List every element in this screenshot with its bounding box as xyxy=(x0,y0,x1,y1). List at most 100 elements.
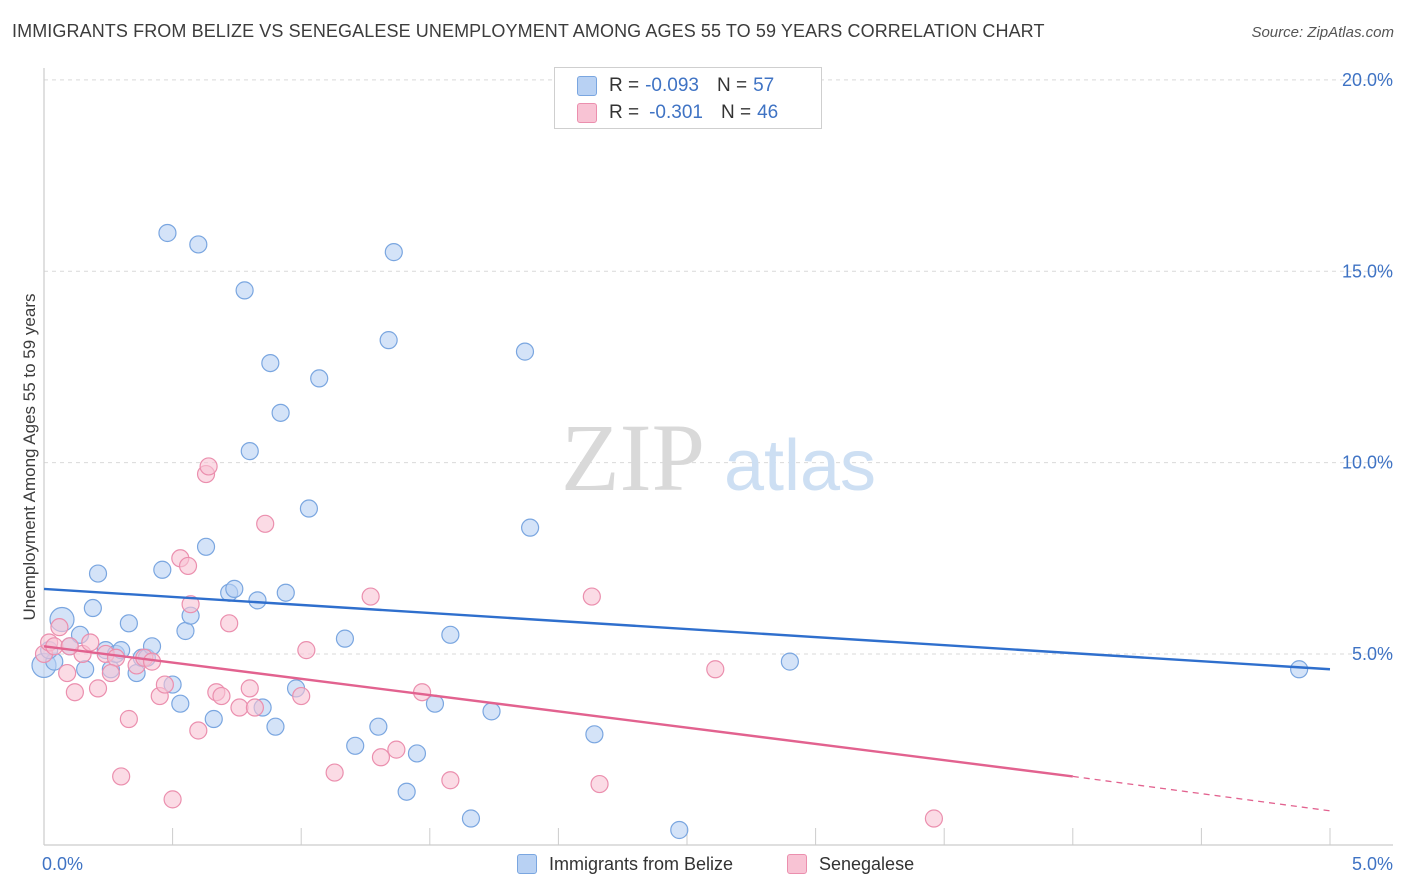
belize-point xyxy=(88,564,108,583)
legend-n-label: N = xyxy=(720,102,752,123)
belize-point xyxy=(346,736,365,755)
points-layer xyxy=(31,223,1309,840)
senegalese-point xyxy=(256,514,275,533)
y-tick-label: 10.0% xyxy=(1342,453,1393,473)
belize-trend-line xyxy=(43,587,1331,671)
belize-point xyxy=(407,744,427,763)
senegalese-point xyxy=(50,618,69,637)
senegalese-point xyxy=(371,748,391,767)
legend-row-belize: R = -0.093 N = 57 xyxy=(577,74,774,98)
belize-point xyxy=(271,403,290,422)
belize-point xyxy=(158,223,177,243)
belize-point xyxy=(397,782,416,801)
grid-layer xyxy=(44,79,1393,655)
senegalese-point xyxy=(65,683,84,702)
belize-point xyxy=(585,725,604,744)
belize-point xyxy=(176,621,195,641)
belize-point xyxy=(196,537,216,556)
senegalese-point xyxy=(178,556,198,576)
y-tick-label: 20.0% xyxy=(1342,70,1393,90)
belize-point xyxy=(441,625,460,644)
belize-point xyxy=(276,583,295,602)
legend-n-value: 57 xyxy=(753,75,775,96)
senegalese-point xyxy=(240,679,259,698)
belize-point xyxy=(119,614,138,633)
senegalese-point xyxy=(230,698,249,717)
senegalese-point xyxy=(325,763,344,782)
tick-label-layer: 5.0% 10.0% 15.0% 20.0% 0.0% 5.0% xyxy=(42,70,1393,874)
senegalese-point xyxy=(112,767,131,786)
bottom-legend-label-senegalese: Senegalese xyxy=(819,853,915,874)
belize-point xyxy=(379,331,398,350)
senegalese-trend-line xyxy=(43,645,1073,778)
belize-point xyxy=(261,353,280,373)
senegalese-point xyxy=(582,587,601,606)
senegalese-point xyxy=(81,633,100,652)
belize-point xyxy=(1290,660,1309,679)
source-credit: Source: ZipAtlas.com xyxy=(1251,24,1394,41)
senegalese-point xyxy=(155,675,174,694)
belize-point xyxy=(670,820,689,840)
legend-r-label: R = xyxy=(609,75,640,96)
x-tick-label-min: 0.0% xyxy=(42,854,83,874)
senegalese-point xyxy=(163,790,182,809)
bottom-legend-swatch-senegalese xyxy=(787,854,807,874)
senegalese-trend-extension xyxy=(1072,775,1331,812)
legend-row-senegalese: R = -0.301 N = 46 xyxy=(577,101,778,125)
watermark: ZIP atlas xyxy=(561,404,876,511)
senegalese-point xyxy=(297,641,316,660)
legend-n-label: N = xyxy=(716,75,748,96)
senegalese-point xyxy=(245,698,265,717)
y-axis-label: Unemployment Among Ages 55 to 59 years xyxy=(20,293,39,621)
senegalese-point xyxy=(292,686,311,706)
senegalese-point xyxy=(924,809,944,828)
trend-layer xyxy=(43,587,1331,812)
chart-title: IMMIGRANTS FROM BELIZE VS SENEGALESE UNE… xyxy=(12,21,1045,41)
belize-point xyxy=(482,702,501,721)
senegalese-point xyxy=(101,663,120,683)
legend-swatch-belize xyxy=(577,76,597,96)
senegalese-point xyxy=(58,663,77,683)
bottom-legend-label-belize: Immigrants from Belize xyxy=(549,853,734,874)
watermark-zip: ZIP xyxy=(561,404,705,511)
bottom-legend-senegalese: Senegalese xyxy=(787,852,914,876)
belize-point xyxy=(369,717,388,736)
y-tick-label: 5.0% xyxy=(1352,644,1393,664)
belize-point xyxy=(189,235,208,254)
belize-point xyxy=(76,660,95,679)
bottom-legend-swatch-belize xyxy=(517,854,537,874)
belize-point xyxy=(310,369,329,388)
legend-r-label: R = xyxy=(609,102,640,123)
belize-point xyxy=(240,442,259,461)
correlation-legend: R = -0.093 N = 57 R = -0.301 N = 46 xyxy=(554,67,822,129)
senegalese-point xyxy=(590,774,609,794)
senegalese-point xyxy=(387,740,406,759)
senegalese-point xyxy=(441,771,460,790)
senegalese-point xyxy=(212,686,231,706)
belize-point xyxy=(83,598,102,618)
y-tick-label: 15.0% xyxy=(1342,261,1393,281)
watermark-atlas: atlas xyxy=(724,426,876,506)
legend-r-value: -0.301 xyxy=(649,102,703,123)
x-tick-label-max: 5.0% xyxy=(1352,854,1393,874)
legend-r-value: -0.093 xyxy=(645,75,699,96)
senegalese-point xyxy=(361,587,380,606)
belize-point xyxy=(461,809,481,828)
belize-point xyxy=(515,342,535,361)
belize-point xyxy=(521,518,540,537)
senegalese-point xyxy=(220,614,239,633)
belize-point xyxy=(780,652,799,671)
belize-point xyxy=(225,579,244,598)
senegalese-point xyxy=(60,637,79,656)
belize-point xyxy=(384,243,403,262)
senegalese-point xyxy=(106,648,126,667)
senegalese-point xyxy=(706,660,725,679)
legend-n-value: 46 xyxy=(757,102,779,123)
belize-point xyxy=(266,717,285,736)
senegalese-point xyxy=(119,709,138,729)
belize-point xyxy=(171,694,190,713)
senegalese-point xyxy=(189,721,208,740)
belize-point xyxy=(299,499,319,518)
legend-swatch-senegalese xyxy=(577,103,597,123)
senegalese-point xyxy=(88,679,108,698)
